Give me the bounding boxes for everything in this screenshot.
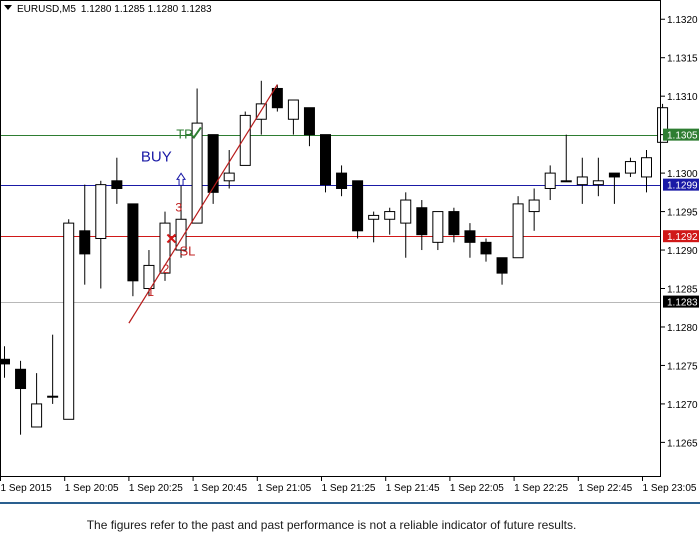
bull-candle <box>384 211 396 220</box>
bull-candle <box>31 403 43 428</box>
y-tick-label: 1.1300 <box>667 169 698 180</box>
x-tick-label: 1 Sep 22:25 <box>514 483 568 494</box>
bear-candle <box>0 358 10 365</box>
buy-price-label: 1.1299 <box>667 181 698 192</box>
checkmark-icon <box>189 126 202 140</box>
bull-candle <box>512 203 524 259</box>
x-tick-label: 1 Sep 20:05 <box>65 483 119 494</box>
bull-candle <box>223 172 235 182</box>
x-tick-label: 1 Sep 20:45 <box>193 483 247 494</box>
bull-candle <box>368 214 380 220</box>
x-axis: 1 Sep 2015 1 Sep 20:05 1 Sep 20:25 1 Sep 20… <box>0 477 697 494</box>
disclaimer-text: The figures refer to the past and past p… <box>86 518 577 532</box>
buy-price-badge <box>663 178 699 191</box>
annotation-2: 2 <box>163 262 170 276</box>
bear-candle <box>336 172 348 189</box>
bid-price-badge <box>663 295 699 308</box>
bull-candle <box>657 107 669 143</box>
x-tick-label: 1 Sep 21:45 <box>386 483 440 494</box>
bear-candle <box>303 107 315 136</box>
bear-candle <box>480 241 492 255</box>
bull-candle <box>95 184 107 239</box>
x-tick-label: 1 Sep 20:25 <box>129 483 183 494</box>
bear-candle <box>416 207 428 236</box>
sl-price-badge <box>663 230 699 243</box>
bull-candle <box>191 122 203 224</box>
y-tick-label: 1.1270 <box>667 400 698 411</box>
trendline-layer <box>128 84 278 324</box>
y-tick-label: 1.1275 <box>667 361 698 372</box>
bear-candle <box>448 211 460 236</box>
bear-candle <box>79 230 91 255</box>
bear-candle <box>111 180 123 189</box>
plot-background <box>0 0 661 477</box>
plot-frame <box>0 0 661 477</box>
bull-candle <box>159 222 171 274</box>
y-tick-label: 1.1280 <box>667 323 698 334</box>
bear-candle <box>320 134 331 186</box>
annotations: TP BUY 3 SL 21 <box>141 126 202 299</box>
sl-price-label: 1.1292 <box>667 232 698 243</box>
chart-symbol-header: EURUSD,M5 1.1280 1.1285 1.1280 1.1283 <box>17 4 212 15</box>
bear-candle <box>352 180 364 232</box>
tp-price-badge <box>663 128 699 141</box>
y-tick-label: 1.1310 <box>667 92 698 103</box>
bull-candle <box>432 211 444 243</box>
x-tick-label: 1 Sep 2015 <box>1 483 53 494</box>
bear-candle <box>608 172 620 178</box>
bear-candle <box>496 257 508 274</box>
up-arrow-icon <box>176 172 186 186</box>
bull-candle <box>544 172 556 189</box>
candles <box>0 80 669 435</box>
bull-candle <box>143 264 155 290</box>
y-axis: 1.1320 1.1315 1.1310 1.1305 1.1300 1.1295 1.12… <box>661 15 699 449</box>
bid-price-label: 1.1283 <box>667 298 698 309</box>
bull-candle <box>592 180 604 186</box>
bull-candle <box>175 218 187 251</box>
bull-candle <box>47 395 59 398</box>
bear-candle <box>271 87 283 109</box>
y-tick-label: 1.1315 <box>667 54 698 65</box>
bull-candle <box>255 103 267 120</box>
price-chart: TP BUY 3 SL 21 1.1320 1.1315 1.1310 1.1305 1.130… <box>0 0 699 494</box>
y-tick-label: 1.1265 <box>667 438 698 449</box>
x-tick-label: 1 Sep 21:25 <box>322 483 376 494</box>
bear-candle <box>207 134 219 193</box>
bear-candle <box>127 203 139 282</box>
x-tick-label: 1 Sep 23:05 <box>643 483 697 494</box>
y-tick-label: 1.1285 <box>667 285 698 296</box>
y-tick-label: 1.1320 <box>667 15 698 26</box>
y-tick-label: 1.1295 <box>667 208 698 219</box>
close-icon <box>166 233 177 244</box>
annotation-1: 1 <box>147 285 154 299</box>
tp-price-label: 1.1305 <box>667 131 698 142</box>
annotation-tp: TP <box>176 126 193 141</box>
trendline <box>128 84 278 324</box>
annotation-buy: BUY <box>141 149 172 166</box>
annotation-sl: SL <box>179 243 195 258</box>
bull-candle <box>63 222 75 420</box>
x-tick-label: 1 Sep 21:05 <box>257 483 311 494</box>
x-tick-label: 1 Sep 22:05 <box>450 483 504 494</box>
bull-candle <box>641 157 652 178</box>
annotation-3: 3 <box>175 201 182 215</box>
bull-candle <box>528 199 540 213</box>
bull-candle <box>400 199 412 224</box>
x-tick-label: 1 Sep 22:45 <box>578 483 632 494</box>
bull-candle <box>239 114 251 166</box>
horizontal-lines <box>0 135 661 303</box>
bear-candle <box>464 230 476 243</box>
bull-candle <box>560 180 572 183</box>
bull-candle <box>287 99 299 120</box>
y-tick-label: 1.1290 <box>667 246 698 257</box>
bull-candle <box>576 176 588 186</box>
bull-candle <box>624 161 636 174</box>
footer-divider <box>0 502 700 504</box>
dropdown-arrow-icon[interactable] <box>4 5 12 10</box>
bear-candle <box>15 368 27 390</box>
